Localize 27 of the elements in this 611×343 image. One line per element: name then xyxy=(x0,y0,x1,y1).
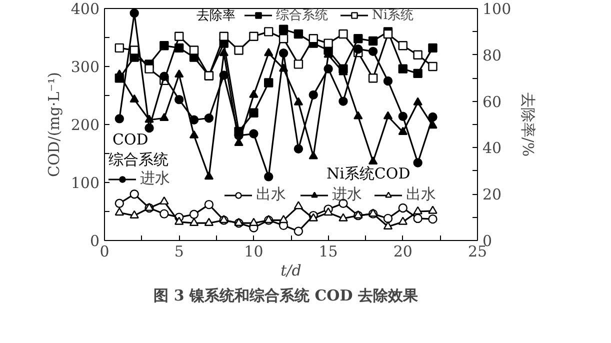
legend-label: 综合系统 xyxy=(276,7,328,24)
y2-tick-label: 20 xyxy=(482,186,502,204)
y2-axis-title: 去除率/% xyxy=(519,92,538,157)
y-axis-title: COD/(mg·L⁻¹) xyxy=(44,72,63,178)
legend-label: Ni系统 xyxy=(372,7,414,24)
legend-label: 进水 xyxy=(140,169,170,188)
y-tick-label: 100 xyxy=(70,174,100,192)
y2-tick-label: 100 xyxy=(482,0,512,18)
annotation: 综合系统 xyxy=(108,150,168,168)
x-axis-title: t/d xyxy=(280,262,302,280)
legend-label: 进水 xyxy=(332,185,362,204)
y2-tick-label: 40 xyxy=(482,139,502,158)
text: 图 3 镍系统和综合系统 COD 去除效果 xyxy=(154,286,419,304)
annotation: Ni系统COD xyxy=(326,164,410,182)
legend-label: 出水 xyxy=(256,185,286,204)
annotation: COD xyxy=(112,130,148,148)
y2-tick-label: 60 xyxy=(482,92,502,111)
y2-tick-label: 80 xyxy=(482,46,502,64)
y-tick-label: 300 xyxy=(70,58,100,76)
y-tick-label: 200 xyxy=(70,116,100,134)
annotation: 去除率 xyxy=(196,8,236,24)
legend-label: 出水 xyxy=(406,185,436,204)
x-tick-label: 15 xyxy=(318,242,338,260)
y-tick-label: 400 xyxy=(70,0,100,18)
x-tick-label: 20 xyxy=(393,242,412,260)
x-tick-label: 10 xyxy=(244,242,264,260)
x-tick-label: 5 xyxy=(174,242,184,260)
